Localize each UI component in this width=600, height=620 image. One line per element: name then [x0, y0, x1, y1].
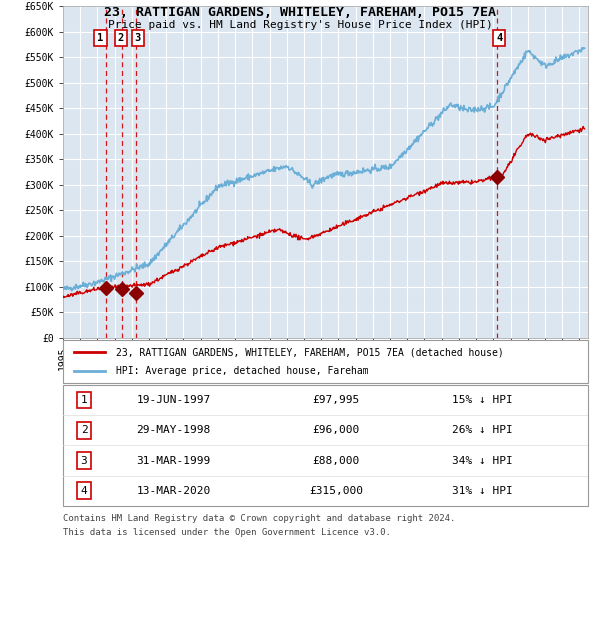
Text: 23, RATTIGAN GARDENS, WHITELEY, FAREHAM, PO15 7EA (detached house): 23, RATTIGAN GARDENS, WHITELEY, FAREHAM,… [115, 347, 503, 357]
Text: 4: 4 [496, 33, 502, 43]
Text: 2: 2 [80, 425, 88, 435]
Text: HPI: Average price, detached house, Fareham: HPI: Average price, detached house, Fare… [115, 366, 368, 376]
Text: 31-MAR-1999: 31-MAR-1999 [137, 456, 211, 466]
Text: 26% ↓ HPI: 26% ↓ HPI [452, 425, 512, 435]
Text: 4: 4 [80, 486, 88, 496]
Text: 1: 1 [80, 395, 88, 405]
Text: 15% ↓ HPI: 15% ↓ HPI [452, 395, 512, 405]
Text: 13-MAR-2020: 13-MAR-2020 [137, 486, 211, 496]
Text: 19-JUN-1997: 19-JUN-1997 [137, 395, 211, 405]
Text: This data is licensed under the Open Government Licence v3.0.: This data is licensed under the Open Gov… [63, 528, 391, 538]
Text: 31% ↓ HPI: 31% ↓ HPI [452, 486, 512, 496]
Text: 23, RATTIGAN GARDENS, WHITELEY, FAREHAM, PO15 7EA: 23, RATTIGAN GARDENS, WHITELEY, FAREHAM,… [104, 6, 496, 19]
Text: 1: 1 [97, 33, 103, 43]
Text: 3: 3 [135, 33, 141, 43]
Text: 3: 3 [80, 456, 88, 466]
Text: £88,000: £88,000 [313, 456, 359, 466]
Text: £315,000: £315,000 [309, 486, 363, 496]
Text: £97,995: £97,995 [313, 395, 359, 405]
FancyBboxPatch shape [63, 385, 588, 506]
Text: Contains HM Land Registry data © Crown copyright and database right 2024.: Contains HM Land Registry data © Crown c… [63, 514, 455, 523]
Text: 29-MAY-1998: 29-MAY-1998 [137, 425, 211, 435]
Text: £96,000: £96,000 [313, 425, 359, 435]
FancyBboxPatch shape [63, 340, 588, 383]
Text: 34% ↓ HPI: 34% ↓ HPI [452, 456, 512, 466]
Text: Price paid vs. HM Land Registry's House Price Index (HPI): Price paid vs. HM Land Registry's House … [107, 20, 493, 30]
Text: 2: 2 [118, 33, 124, 43]
